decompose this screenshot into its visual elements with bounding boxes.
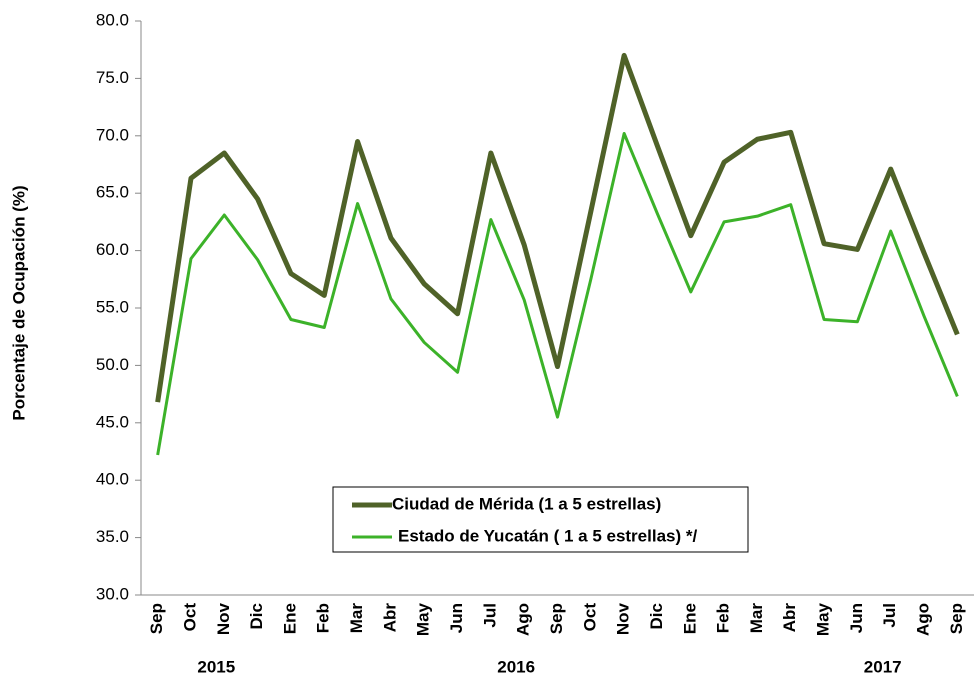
legend-label: Ciudad de Mérida (1 a 5 estrellas) xyxy=(392,494,661,513)
x-tick-label: May xyxy=(814,602,833,636)
legend-label: Estado de Yucatán ( 1 a 5 estrellas) */ xyxy=(398,526,697,545)
year-label: 2017 xyxy=(864,657,902,676)
x-tick-label: Nov xyxy=(614,602,633,635)
legend-box xyxy=(332,486,749,553)
x-tick-label: Jul xyxy=(880,603,899,628)
x-tick-label: Sep xyxy=(147,603,166,634)
x-tick-label: Sep xyxy=(547,603,566,634)
y-tick-label: 65.0 xyxy=(96,183,129,202)
y-tick-label: 45.0 xyxy=(96,412,129,431)
y-tick-label: 75.0 xyxy=(96,68,129,87)
x-tick-label: Abr xyxy=(380,603,399,633)
x-tick-label: Dic xyxy=(647,603,666,629)
y-tick-label: 55.0 xyxy=(96,297,129,316)
x-tick-label: Dic xyxy=(247,603,266,629)
x-tick-label: Feb xyxy=(314,603,333,633)
y-tick-label: 50.0 xyxy=(96,355,129,374)
x-tick-label: Jul xyxy=(480,603,499,628)
y-tick-label: 30.0 xyxy=(96,584,129,603)
x-tick-label: Jun xyxy=(447,603,466,633)
y-tick-label: 35.0 xyxy=(96,527,129,546)
y-tick-label: 70.0 xyxy=(96,125,129,144)
x-tick-label: Nov xyxy=(214,602,233,635)
x-tick-label: Ene xyxy=(680,603,699,634)
y-axis-label: Porcentaje de Ocupación (%) xyxy=(9,185,28,420)
x-tick-label: Ago xyxy=(914,603,933,636)
x-tick-label: Ago xyxy=(514,603,533,636)
x-tick-label: Mar xyxy=(347,603,366,634)
year-label: 2016 xyxy=(497,657,535,676)
x-tick-label: Feb xyxy=(714,603,733,633)
x-tick-label: Mar xyxy=(747,603,766,634)
x-tick-label: Abr xyxy=(780,603,799,633)
x-tick-label: Oct xyxy=(580,603,599,632)
x-tick-label: Sep xyxy=(947,603,966,634)
x-tick-label: May xyxy=(414,602,433,636)
x-tick-label: Ene xyxy=(280,603,299,634)
y-tick-label: 80.0 xyxy=(96,10,129,29)
line-series xyxy=(156,132,959,456)
x-tick-label: Oct xyxy=(180,603,199,632)
year-label: 2015 xyxy=(197,657,235,676)
x-tick-label: Jun xyxy=(847,603,866,633)
y-tick-label: 40.0 xyxy=(96,470,129,489)
line-series xyxy=(155,52,960,403)
y-tick-label: 60.0 xyxy=(96,240,129,259)
